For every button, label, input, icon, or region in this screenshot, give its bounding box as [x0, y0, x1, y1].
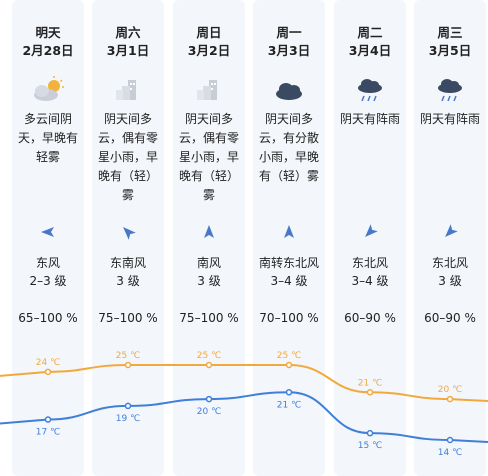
foggy-city-icon: [197, 80, 217, 100]
low-temp-label: 17 ℃: [36, 428, 60, 438]
day-date: 3月5日: [428, 43, 472, 58]
wind-direction: 南风: [196, 256, 221, 270]
day-name: 周三: [437, 25, 463, 40]
wind-direction: 东北风: [351, 256, 388, 270]
low-temp-label: 19 ℃: [116, 414, 140, 424]
high-temp-point: [446, 395, 454, 403]
low-temp-point: [205, 395, 213, 403]
wind-level: 3 级: [197, 274, 221, 288]
wind-direction: 东风: [35, 256, 60, 270]
high-temp-label: 25 ℃: [277, 351, 301, 361]
cloudy-icon: [276, 83, 302, 100]
high-temp-label: 21 ℃: [358, 378, 382, 388]
wind-northeast-arrow-icon: [445, 224, 458, 237]
forecast-column-4: 周二 3月4日 阴天有阵雨 东北风 3–4 级 60–90 %: [334, 0, 406, 476]
low-temp-line: [0, 391, 488, 443]
low-temp-point: [366, 429, 374, 437]
low-temp-point: [285, 389, 293, 396]
wind-southeast-arrow-icon: [123, 227, 136, 240]
partly-cloudy-icon: [34, 76, 64, 101]
humidity: 75–100 %: [98, 311, 158, 325]
high-temp-label: 25 ℃: [116, 351, 140, 361]
temperature-chart: 24 ℃ 25 ℃ 25 ℃ 25 ℃ 21 ℃ 20 ℃ 17 ℃ 19 ℃ 20 ℃ 21 ℃…: [0, 351, 488, 458]
weather-description: 阴天间多 云，有分散 小雨，早晚 有（轻）雾: [258, 112, 319, 183]
wind-northeast-arrow-icon: [365, 224, 378, 237]
day-date: 3月4日: [348, 43, 392, 58]
wind-direction: 东南风: [109, 256, 146, 270]
wind-level: 3 级: [116, 274, 140, 288]
low-temp-point: [44, 416, 52, 423]
low-temp-point: [446, 436, 454, 444]
low-temp-label: 20 ℃: [197, 407, 221, 417]
forecast-column-3: 周一 3月3日 阴天间多 云，有分散 小雨，早晚 有（轻）雾 南转东北风 3–4 级 …: [253, 0, 325, 476]
low-temp-point: [124, 402, 132, 410]
wind-direction: 南转东北风: [258, 256, 319, 270]
day-name: 明天: [35, 25, 61, 40]
weather-description: 阴天间多 云，偶有零 星小雨，早 晚有（轻）雾: [178, 112, 239, 202]
low-temp-label: 14 ℃: [438, 448, 462, 458]
humidity: 65–100 %: [18, 311, 78, 325]
day-date: 3月3日: [267, 43, 311, 58]
day-date: 3月1日: [106, 43, 150, 58]
low-temp-label: 15 ℃: [358, 441, 382, 451]
wind-east-arrow-icon: [41, 227, 54, 237]
wind-level: 3 级: [438, 274, 462, 288]
low-temp-label: 21 ℃: [277, 400, 301, 410]
day-name: 周六: [115, 25, 141, 40]
high-temp-point: [366, 389, 374, 396]
wind-south-arrow-icon: [284, 225, 294, 238]
day-name: 周日: [196, 25, 222, 40]
day-name: 周二: [357, 25, 383, 40]
foggy-city-icon: [116, 80, 136, 100]
day-name: 周一: [276, 25, 302, 40]
day-date: 3月2日: [187, 43, 231, 58]
wind-level: 2–3 级: [29, 274, 67, 288]
showers-icon: [358, 79, 382, 102]
wind-south-arrow-icon: [204, 225, 214, 238]
humidity: 60–90 %: [424, 311, 476, 325]
high-temp-point: [44, 368, 52, 376]
forecast-column-0: 明天 2月28日 多云间阴 天，早晚有 轻雾 东风 2–3 级 65–100 %: [12, 0, 84, 476]
humidity: 75–100 %: [179, 311, 239, 325]
high-temp-point: [124, 361, 132, 369]
high-temp-label: 20 ℃: [438, 385, 462, 395]
forecast-column-1: 周六 3月1日 阴天间多 云，偶有零 星小雨，早 晚有（轻）雾 东南风 3 级 75–…: [92, 0, 164, 476]
high-temp-point: [205, 361, 213, 369]
weather-description: 多云间阴 天，早晚有 轻雾: [17, 112, 78, 164]
weather-description: 阴天有阵雨: [339, 112, 400, 126]
forecast-column-5: 周三 3月5日 阴天有阵雨 东北风 3 级 60–90 %: [414, 0, 486, 476]
weather-description: 阴天有阵雨: [419, 112, 480, 126]
high-temp-point: [285, 361, 293, 369]
weather-description: 阴天间多 云，偶有零 星小雨，早 晚有（轻）雾: [97, 112, 158, 202]
showers-icon: [438, 79, 462, 102]
humidity: 70–100 %: [259, 311, 319, 325]
wind-level: 3–4 级: [270, 274, 308, 288]
high-temp-label: 24 ℃: [36, 358, 60, 368]
high-temp-line: [0, 364, 488, 403]
wind-direction: 东北风: [431, 256, 468, 270]
humidity: 60–90 %: [344, 311, 396, 325]
high-temp-label: 25 ℃: [197, 351, 221, 361]
day-date: 2月28日: [22, 43, 74, 58]
wind-level: 3–4 级: [351, 274, 389, 288]
